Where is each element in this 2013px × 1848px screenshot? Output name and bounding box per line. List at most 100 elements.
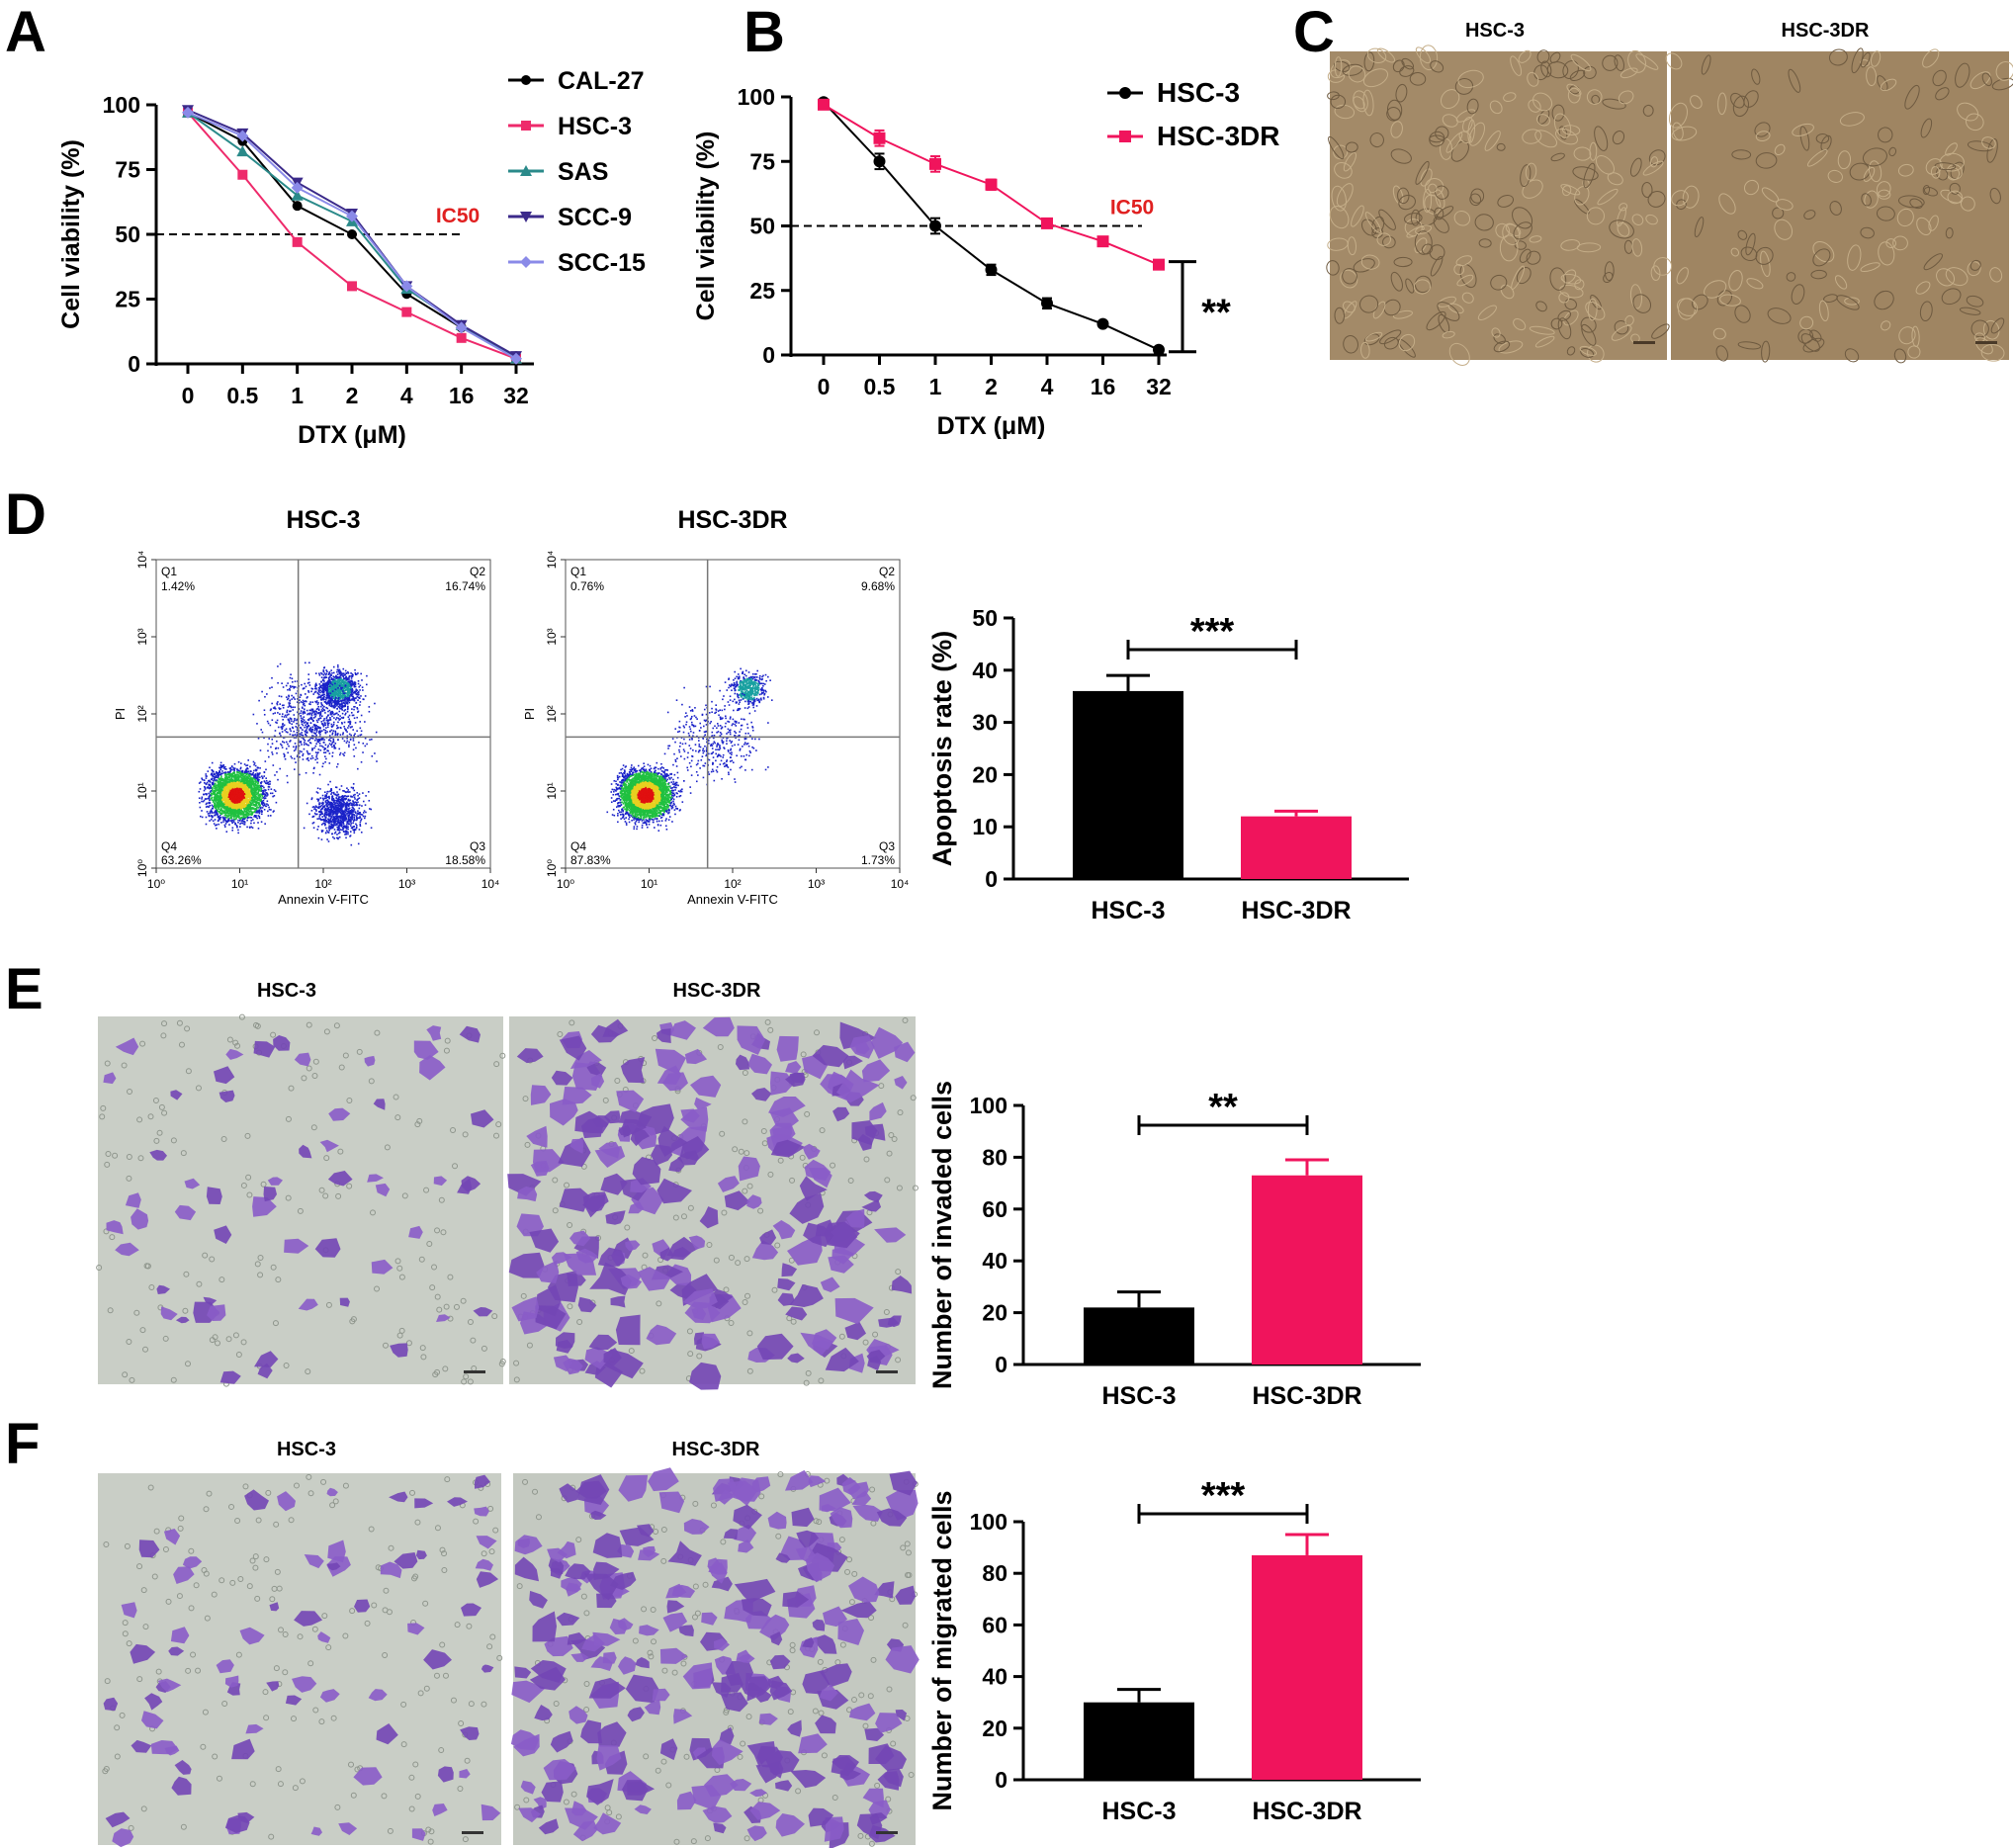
event-dot	[357, 694, 360, 696]
event-dot	[218, 779, 220, 781]
event-dot	[229, 772, 231, 775]
flow-plot-title: HSC-3	[286, 506, 360, 534]
event-dot	[248, 810, 250, 813]
event-dot	[225, 777, 227, 779]
event-dot	[243, 784, 246, 787]
event-dot	[233, 762, 236, 765]
event-dot	[319, 809, 322, 811]
cell-outline	[1426, 310, 1446, 331]
event-dot	[199, 788, 202, 790]
event-dot	[325, 681, 328, 684]
event-dot	[313, 812, 316, 815]
event-dot	[224, 790, 226, 793]
event-dot	[237, 760, 240, 763]
event-dot	[233, 793, 236, 795]
event-dot	[241, 772, 244, 775]
panel-c-micrographs: HSC-3 HSC-3DR	[1326, 20, 2013, 366]
event-dot	[349, 813, 351, 816]
event-dot	[262, 791, 265, 793]
event-dot	[215, 824, 217, 827]
event-dot	[239, 783, 241, 785]
event-dot	[217, 820, 219, 823]
event-dot	[318, 674, 321, 676]
cell-outline	[1371, 227, 1384, 239]
event-dot	[358, 797, 361, 799]
event-dot	[219, 818, 221, 821]
event-dot	[317, 826, 319, 828]
event-dot	[344, 798, 346, 801]
event-dot	[250, 791, 253, 794]
event-dot	[227, 796, 230, 798]
cell-outline	[1880, 78, 1897, 92]
event-dot	[261, 776, 264, 779]
event-dot	[347, 688, 350, 691]
event-dot	[241, 772, 243, 774]
event-dot	[342, 828, 345, 831]
event-dot	[261, 775, 263, 777]
cell-outline	[1611, 324, 1632, 341]
event-dot	[258, 805, 261, 808]
event-dot	[256, 776, 259, 779]
event-dot	[236, 826, 238, 829]
event-dot	[228, 767, 231, 769]
event-dot	[342, 667, 345, 670]
event-dot	[217, 788, 219, 791]
event-dot	[332, 680, 335, 682]
event-dot	[209, 805, 212, 807]
event-dot	[234, 789, 236, 791]
event-dot	[248, 774, 251, 776]
event-dot	[219, 796, 221, 798]
event-dot	[326, 670, 328, 673]
event-dot	[348, 678, 350, 680]
cell-outline	[1665, 52, 1683, 70]
cell-outline	[1484, 130, 1501, 151]
event-dot	[250, 807, 252, 809]
event-dot	[227, 771, 229, 773]
event-dot	[240, 774, 243, 777]
event-dot	[227, 814, 229, 817]
event-dot	[241, 800, 244, 802]
event-dot	[336, 679, 338, 682]
cell-outline	[1376, 232, 1391, 246]
cell-outline	[1923, 253, 1943, 271]
event-dot	[250, 800, 253, 802]
event-dot	[327, 800, 330, 803]
event-dot	[219, 804, 220, 807]
event-dot	[234, 818, 237, 821]
event-dot	[328, 678, 330, 680]
event-dot	[221, 789, 223, 791]
event-dot	[348, 676, 350, 679]
cell-outline	[1844, 297, 1860, 306]
event-dot	[329, 683, 332, 686]
event-dot	[330, 688, 333, 690]
cell-outline	[1586, 207, 1605, 225]
cell-outline	[1551, 104, 1565, 122]
event-dot	[241, 807, 243, 810]
event-dot	[343, 700, 346, 702]
event-dot	[217, 781, 219, 784]
event-dot	[242, 791, 244, 793]
event-dot	[355, 826, 358, 829]
event-dot	[241, 786, 244, 789]
event-dot	[258, 812, 261, 815]
event-dot	[228, 806, 231, 809]
cell-outline	[1836, 295, 1860, 310]
event-dot	[346, 703, 349, 705]
event-dot	[329, 705, 332, 707]
event-dot	[335, 685, 338, 688]
event-dot	[231, 827, 234, 830]
cell-outline	[1602, 54, 1619, 71]
event-dot	[250, 814, 253, 816]
event-dot	[331, 814, 334, 816]
event-dot	[219, 766, 221, 769]
cell-outline	[1844, 348, 1860, 363]
event-dot	[323, 680, 325, 682]
event-dot	[261, 804, 264, 806]
event-dot	[344, 704, 347, 706]
event-dot	[231, 811, 233, 814]
event-dot	[226, 790, 229, 793]
event-dot	[231, 829, 233, 832]
event-dot	[255, 769, 257, 772]
event-dot	[222, 818, 225, 821]
cell-outline	[1969, 71, 1991, 90]
